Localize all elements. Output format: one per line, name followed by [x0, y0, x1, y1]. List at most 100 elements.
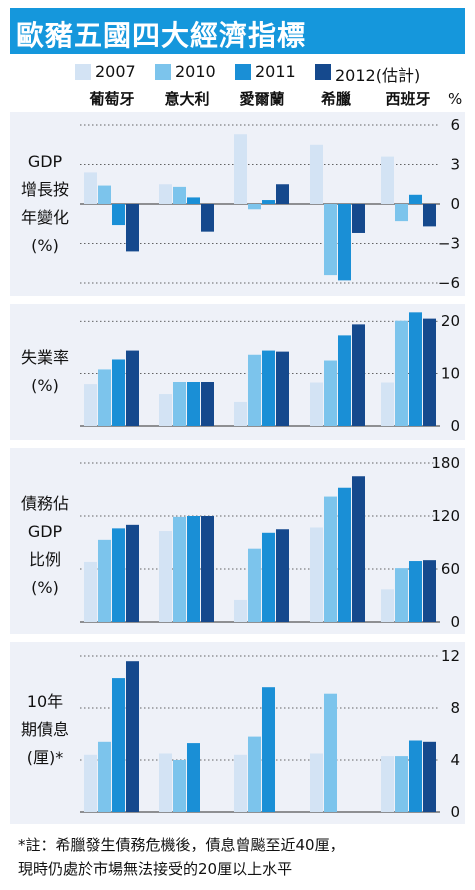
bar-gdp-growth-greece-2010: [324, 204, 337, 276]
bar-debt-ratio-greece-2010: [324, 496, 337, 622]
ytick-label-debt-ratio: 120: [431, 507, 460, 525]
ytick-label-gdp-growth: 0: [450, 195, 460, 213]
bar-unemployment-italy-2007: [159, 394, 172, 426]
bar-gdp-growth-ireland-2012: [276, 184, 289, 204]
bar-debt-ratio-portugal-2010: [98, 539, 111, 622]
footnote: *註：希臘發生債務危機後，債息曾飈至近40厘， 現時仍處於市場無法接受的20厘以…: [18, 833, 468, 881]
footnote-line-1: *註：希臘發生債務危機後，債息曾飈至近40厘，: [18, 836, 345, 854]
bar-unemployment-ireland-2010: [248, 354, 261, 426]
ylabel-unemployment-line: 失業率: [20, 348, 69, 367]
bar-debt-ratio-greece-2007: [310, 527, 323, 622]
bar-bond-yield-ireland-2011: [262, 687, 275, 812]
ylabel-gdp-growth-line: 增長按: [20, 180, 69, 199]
bar-debt-ratio-portugal-2007: [84, 561, 97, 622]
legend-swatch-2010: [155, 64, 171, 80]
legend-label-2012: 2012(估計): [335, 66, 421, 85]
ylabel-gdp-growth-line: (%): [31, 236, 59, 255]
bar-unemployment-portugal-2012: [126, 350, 139, 426]
legend-swatch-2011: [235, 64, 251, 80]
bar-bond-yield-italy-2010: [173, 760, 186, 812]
bar-gdp-growth-portugal-2011: [112, 204, 125, 226]
ylabel-gdp-growth: GDP 增長按 年變化 (%): [13, 148, 77, 260]
bar-debt-ratio-italy-2012: [201, 516, 214, 622]
footnote-line-2: 現時仍處於市場無法接受的20厘以上水平: [18, 860, 293, 878]
bar-unemployment-ireland-2011: [262, 350, 275, 426]
legend-swatch-2007: [75, 64, 91, 80]
ytick-label-unemployment: 20: [441, 312, 460, 330]
bar-gdp-growth-ireland-2011: [262, 200, 275, 204]
bar-gdp-growth-spain-2010: [395, 204, 408, 222]
bar-debt-ratio-italy-2011: [187, 516, 200, 622]
legend-label-2007: 2007: [95, 62, 136, 81]
bar-bond-yield-spain-2010: [395, 756, 408, 812]
ytick-label-gdp-growth: 3: [450, 156, 460, 174]
chart-title: 歐豬五國四大經濟指標: [16, 19, 307, 52]
bar-gdp-growth-ireland-2010: [248, 204, 261, 210]
bar-unemployment-portugal-2010: [98, 369, 111, 426]
bar-unemployment-italy-2012: [201, 382, 214, 426]
ylabel-gdp-growth-line: 年變化: [20, 208, 69, 227]
ylabel-bond-yield-line: 期債息: [20, 720, 69, 739]
ytick-label-debt-ratio: 180: [431, 454, 460, 472]
ylabel-unemployment: 失業率 (%): [13, 344, 77, 400]
title-bar: 歐豬五國四大經濟指標: [10, 8, 465, 54]
bar-gdp-growth-spain-2011: [409, 194, 422, 204]
bar-unemployment-greece-2007: [310, 382, 323, 426]
bar-unemployment-spain-2011: [409, 312, 422, 426]
bar-debt-ratio-ireland-2007: [234, 599, 247, 622]
bar-debt-ratio-spain-2011: [409, 561, 422, 622]
legend-label-2010: 2010: [175, 62, 216, 81]
bar-gdp-growth-spain-2012: [423, 204, 436, 227]
bar-unemployment-spain-2007: [381, 382, 394, 426]
bar-debt-ratio-italy-2010: [173, 516, 186, 622]
ytick-label-bond-yield: 8: [450, 699, 460, 717]
country-label-ireland: 愛爾蘭: [239, 90, 285, 108]
ytick-label-bond-yield: 4: [450, 751, 460, 769]
ylabel-debt-ratio-line: (%): [31, 578, 59, 597]
bar-unemployment-spain-2010: [395, 320, 408, 426]
bar-gdp-growth-greece-2007: [310, 144, 323, 204]
ylabel-debt-ratio: 債務佔 GDP 比例 (%): [13, 490, 77, 602]
bar-bond-yield-portugal-2010: [98, 741, 111, 812]
bar-gdp-growth-italy-2007: [159, 184, 172, 204]
ylabel-unemployment-line: (%): [31, 376, 59, 395]
ytick-label-gdp-growth: 6: [450, 116, 460, 134]
bar-bond-yield-italy-2007: [159, 753, 172, 812]
bar-unemployment-portugal-2011: [112, 359, 125, 426]
bar-unemployment-ireland-2007: [234, 401, 247, 426]
country-label-greece: 希臘: [320, 90, 351, 108]
bar-bond-yield-greece-2007: [310, 753, 323, 812]
ytick-label-bond-yield: 12: [441, 647, 460, 665]
ylabel-debt-ratio-line: 比例: [28, 550, 61, 569]
ylabel-debt-ratio-line: GDP: [27, 522, 63, 541]
bar-bond-yield-greece-2010: [324, 693, 337, 812]
bar-gdp-growth-portugal-2007: [84, 172, 97, 204]
bar-bond-yield-spain-2012: [423, 741, 436, 812]
bar-debt-ratio-spain-2007: [381, 589, 394, 622]
bar-unemployment-italy-2011: [187, 382, 200, 426]
bar-unemployment-spain-2012: [423, 318, 436, 426]
bar-unemployment-italy-2010: [173, 382, 186, 426]
bar-gdp-growth-italy-2010: [173, 186, 186, 204]
legend: 2007 2010 2011 2012(估計): [75, 60, 475, 85]
bar-debt-ratio-greece-2012: [352, 476, 365, 622]
bar-unemployment-greece-2010: [324, 360, 337, 426]
country-label-portugal: 葡萄牙: [89, 90, 135, 108]
bar-gdp-growth-ireland-2007: [234, 134, 247, 204]
bar-bond-yield-portugal-2012: [126, 661, 139, 812]
bar-bond-yield-italy-2011: [187, 743, 200, 812]
bar-bond-yield-ireland-2010: [248, 736, 261, 812]
percent-unit-label: %: [448, 90, 463, 108]
ytick-label-unemployment: 10: [441, 365, 460, 383]
bar-bond-yield-portugal-2007: [84, 754, 97, 812]
bar-unemployment-ireland-2012: [276, 351, 289, 426]
bar-gdp-growth-italy-2012: [201, 204, 214, 232]
bar-debt-ratio-portugal-2012: [126, 524, 139, 622]
legend-label-2011: 2011: [255, 62, 296, 81]
bar-bond-yield-spain-2011: [409, 740, 422, 812]
bar-bond-yield-portugal-2011: [112, 678, 125, 812]
bar-debt-ratio-portugal-2011: [112, 528, 125, 622]
bar-debt-ratio-greece-2011: [338, 487, 351, 622]
bar-gdp-growth-greece-2012: [352, 204, 365, 233]
